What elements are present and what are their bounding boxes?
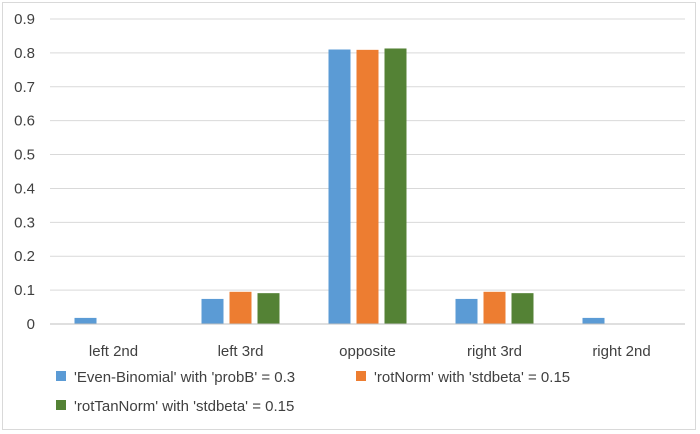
bar-2 <box>483 291 506 324</box>
y-tick-label: 0 <box>27 316 35 333</box>
legend-label-1: 'Even-Binomial' with 'probB' = 0.3 <box>74 369 295 386</box>
x-category-label: left 2nd <box>89 343 138 360</box>
legend-swatch-1 <box>56 371 66 381</box>
y-tick-label: 0.9 <box>14 11 35 28</box>
bar-1 <box>74 317 97 324</box>
x-axis-categories: left 2nd left 3rd opposite right 3rd right 2… <box>89 343 651 360</box>
legend-swatch-2 <box>356 371 366 381</box>
y-tick-label: 0.6 <box>14 113 35 130</box>
bars <box>74 48 661 324</box>
x-category-label: right 2nd <box>592 343 650 360</box>
y-tick-label: 0.3 <box>14 214 35 231</box>
bar-1 <box>328 49 351 324</box>
y-tick-label: 0.2 <box>14 248 35 265</box>
bar-3 <box>257 293 280 324</box>
x-category-label: left 3rd <box>218 343 264 360</box>
bar-2 <box>229 291 252 324</box>
bar-1 <box>455 298 478 324</box>
bar-1 <box>201 298 224 324</box>
y-tick-label: 0.8 <box>14 45 35 62</box>
y-tick-label: 0.1 <box>14 282 35 299</box>
y-tick-label: 0.7 <box>14 79 35 96</box>
y-tick-label: 0.4 <box>14 180 35 197</box>
x-category-label: right 3rd <box>467 343 522 360</box>
legend-label-3: 'rotTanNorm' with 'stdbeta' = 0.15 <box>74 398 294 415</box>
bar-2 <box>356 49 379 324</box>
legend-label-2: 'rotNorm' with 'stdbeta' = 0.15 <box>374 369 570 386</box>
bar-1 <box>582 317 605 324</box>
bar-3 <box>384 48 407 324</box>
legend-swatch-3 <box>56 400 66 410</box>
legend: 'Even-Binomial' with 'probB' = 0.3 'rotNo… <box>56 369 570 415</box>
bar-3 <box>511 293 534 324</box>
y-tick-label: 0.5 <box>14 147 35 164</box>
y-axis-ticks: 0 0.1 0.2 0.3 0.4 0.5 0.6 0.7 0.8 0.9 <box>14 11 35 333</box>
x-category-label: opposite <box>339 343 396 360</box>
